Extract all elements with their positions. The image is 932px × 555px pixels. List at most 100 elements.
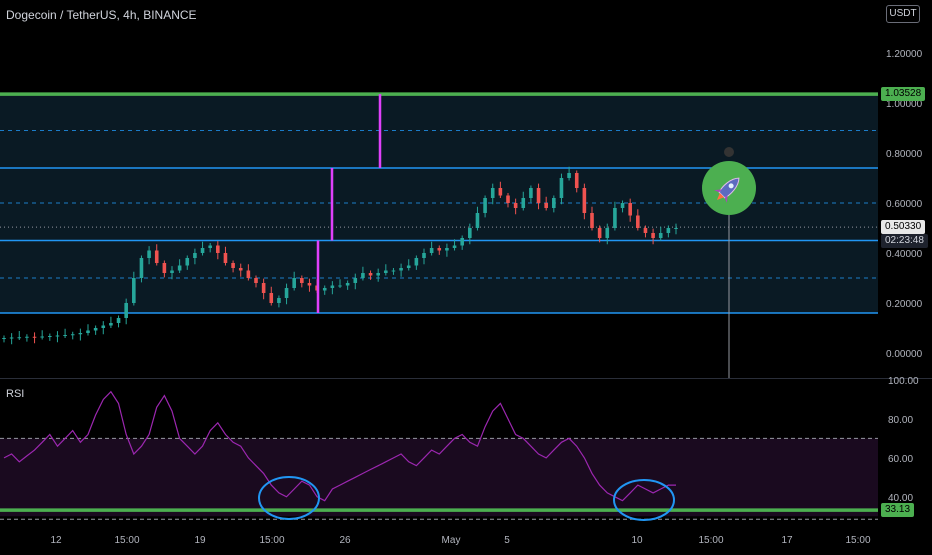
symbol-title[interactable]: Dogecoin / TetherUS, 4h, BINANCE: [6, 8, 197, 22]
rsi-highlight-circle: [613, 479, 675, 521]
rsi-highlight-circle: [258, 476, 320, 520]
candle-body: [429, 248, 434, 253]
candle-body: [40, 336, 44, 338]
time-axis-tick: 5: [504, 535, 510, 546]
candle-body: [124, 303, 128, 318]
time-axis-tick: 15:00: [698, 535, 723, 546]
candle-body: [384, 270, 388, 273]
candle-body: [330, 285, 335, 288]
candle-body: [345, 283, 350, 286]
time-axis-tick: 10: [631, 535, 643, 546]
candle-body: [445, 248, 449, 251]
rsi-line: [3, 390, 676, 502]
candle-body: [32, 336, 37, 338]
candle-body: [185, 258, 190, 266]
candle-body: [391, 270, 396, 272]
candle-body: [238, 268, 243, 271]
time-axis-tick: 15:00: [259, 535, 284, 546]
price-axis-tick: 1.20000: [886, 49, 923, 60]
candle-body: [582, 188, 587, 213]
candle-body: [597, 228, 602, 238]
candle-body: [490, 188, 495, 198]
rocket-flame: [716, 192, 725, 201]
candle-body: [559, 178, 564, 198]
countdown-tag: 02:23:48: [881, 234, 928, 249]
rocket-window: [728, 183, 734, 189]
rsi-band: [0, 438, 878, 517]
candle-body: [154, 250, 159, 263]
time-axis-tick: 17: [781, 535, 793, 546]
candle-body: [666, 228, 671, 233]
candle-body: [55, 335, 60, 337]
candle-body: [368, 273, 373, 276]
candle-body: [48, 336, 52, 337]
rsi-pane: [0, 390, 878, 521]
candle-body: [261, 283, 266, 293]
candle-body: [353, 278, 358, 283]
candle-body: [399, 268, 403, 271]
candle-body: [2, 338, 6, 339]
candle-body: [475, 213, 480, 228]
time-axis-tick: May: [442, 535, 461, 546]
rsi-axis-tick: 60.00: [888, 454, 913, 465]
candle-body: [78, 333, 83, 335]
time-axis-tick: 12: [50, 535, 62, 546]
candle-body: [162, 263, 167, 273]
rocket-body: [718, 177, 740, 199]
candle-body: [636, 215, 640, 228]
candle-body: [605, 228, 610, 238]
rsi-axis-tick: 80.00: [888, 415, 913, 426]
candle-body: [544, 203, 548, 208]
candle-body: [208, 245, 212, 248]
candle-body: [254, 278, 258, 283]
candle-body: [498, 188, 503, 196]
candle-body: [651, 233, 655, 238]
candle-body: [574, 173, 579, 188]
price-axis-tick: 1.00000: [886, 99, 923, 110]
rocket-anchor: [724, 147, 734, 157]
candle-body: [567, 173, 571, 178]
candle-body: [101, 325, 106, 328]
candle-body: [70, 334, 75, 336]
time-axis-tick: 19: [194, 535, 206, 546]
candle-body: [269, 293, 274, 303]
candle-body: [139, 258, 144, 278]
candle-body: [422, 253, 426, 258]
rocket-icon: [714, 177, 740, 203]
rsi-label[interactable]: RSI: [6, 388, 25, 400]
candle-body: [300, 278, 304, 283]
candle-body: [674, 228, 678, 229]
candle-body: [246, 270, 251, 278]
time-axis-tick: 15:00: [114, 535, 139, 546]
candle-body: [658, 233, 663, 238]
candle-body: [628, 203, 632, 216]
candle-body: [552, 198, 556, 208]
candle-body: [643, 228, 648, 233]
resistance-price-tag: 1.03528: [881, 87, 926, 102]
candle-body: [284, 288, 289, 298]
rsi-axis-tick: 40.00: [888, 493, 913, 504]
price-axis-tick: 0.20000: [886, 299, 923, 310]
candle-body: [338, 285, 342, 287]
price-axis-tick: 0.00000: [886, 349, 923, 360]
candle-body: [521, 198, 526, 208]
price-axis-tick: 0.80000: [886, 149, 923, 160]
currency-badge[interactable]: USDT: [886, 5, 920, 23]
candle-body: [376, 273, 380, 276]
candle-body: [17, 337, 22, 339]
price-axis-tick: 0.60000: [886, 199, 923, 210]
rsi-value-tag: 33.13: [881, 503, 915, 518]
candle-body: [116, 318, 121, 323]
candle-body: [307, 283, 312, 286]
axes: 1.20000 1.00000 0.80000 0.60000 0.40000 0.200…: [0, 49, 932, 546]
candle-body: [25, 336, 29, 338]
candle-body: [292, 278, 296, 288]
price-axis-tick: 0.40000: [886, 249, 923, 260]
candle-body: [9, 337, 14, 339]
candle-body: [620, 203, 625, 208]
candle-body: [513, 203, 518, 208]
candle-body: [361, 273, 365, 278]
candle-body: [437, 248, 442, 251]
